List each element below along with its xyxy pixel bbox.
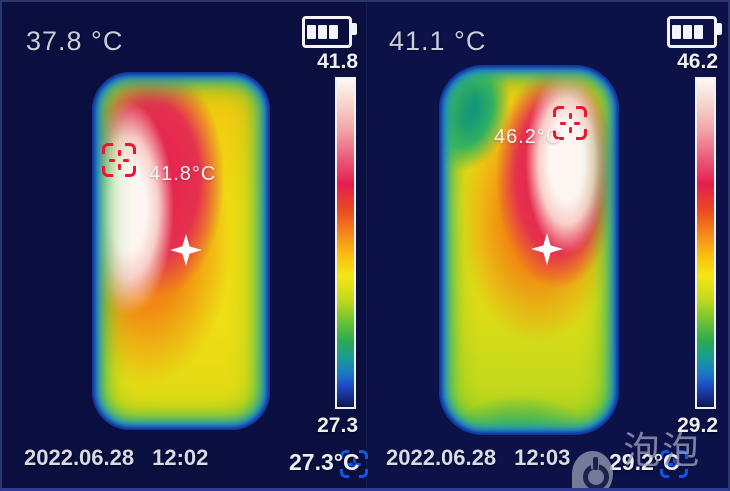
battery-icon bbox=[667, 16, 722, 48]
cold-spot-marker-icon bbox=[660, 450, 688, 478]
scale-gradient-bar bbox=[335, 77, 356, 409]
thermal-panel-left: 37.8 °C 41.8°C 41.8 27.3 2022.06.28 12:02… bbox=[2, 2, 368, 488]
center-temp-readout: 37.8 °C bbox=[26, 26, 124, 56]
scale-max-label: 46.2 bbox=[677, 50, 718, 73]
time-text: 12:02 bbox=[152, 445, 209, 470]
min-temp-label: 27.3°C bbox=[289, 449, 360, 475]
scale-gradient-bar bbox=[695, 77, 716, 409]
scale-min-label: 29.2 bbox=[677, 414, 718, 437]
time-text: 12:03 bbox=[514, 445, 571, 470]
battery-icon bbox=[302, 16, 357, 48]
min-temp-label: 29.2°C bbox=[609, 449, 680, 475]
hot-spot-marker-icon bbox=[102, 143, 136, 177]
datetime-stamp: 2022.06.28 12:03 bbox=[386, 445, 570, 471]
panel-divider bbox=[366, 2, 367, 488]
hot-spot-temp-label: 41.8°C bbox=[149, 163, 217, 185]
cold-spot-marker-icon bbox=[340, 450, 368, 478]
center-temp-readout: 41.1 °C bbox=[389, 26, 487, 56]
scale-max-label: 41.8 bbox=[317, 50, 358, 73]
watermark-text: 泡泡网 bbox=[623, 429, 702, 488]
watermark: 泡泡网 bbox=[572, 420, 728, 488]
date-text: 2022.06.28 bbox=[24, 445, 135, 470]
scale-min-label: 27.3 bbox=[317, 414, 358, 437]
hot-spot-marker-icon bbox=[553, 106, 587, 140]
center-crosshair-icon bbox=[170, 234, 202, 266]
date-text: 2022.06.28 bbox=[386, 445, 497, 470]
datetime-stamp: 2022.06.28 12:02 bbox=[24, 445, 208, 471]
hot-spot-temp-label: 46.2°C bbox=[494, 126, 562, 148]
thermal-image-phone bbox=[439, 65, 619, 435]
power-logo-icon bbox=[572, 451, 614, 488]
center-crosshair-icon bbox=[531, 233, 563, 265]
